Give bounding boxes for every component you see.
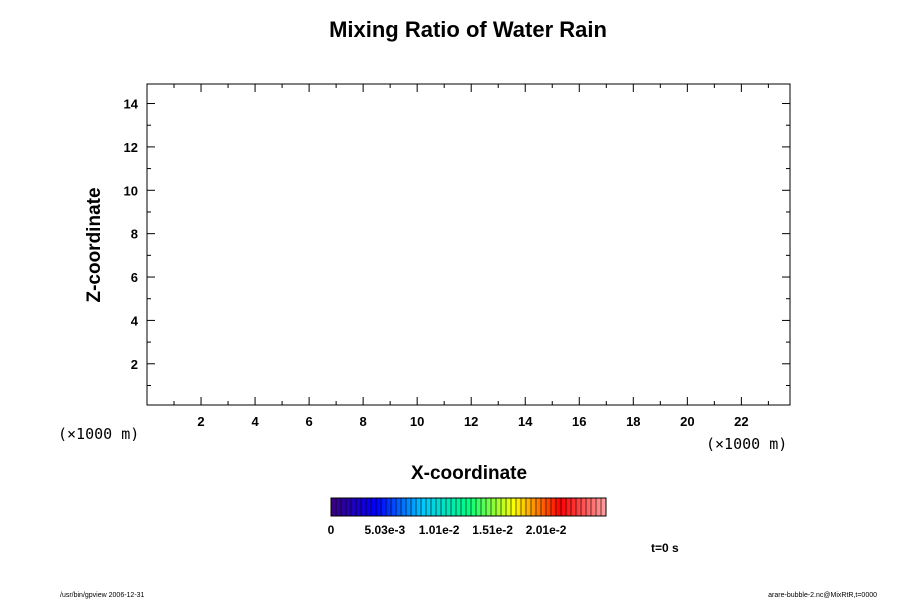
x-tick-label: 10 bbox=[410, 414, 424, 429]
colorbar-tick-label: 1.51e-2 bbox=[472, 523, 513, 537]
x-tick-label: 14 bbox=[518, 414, 533, 429]
y-tick-label: 10 bbox=[124, 183, 138, 198]
footer-right: arare-bubble-2.nc@MixRtR,t=0000 bbox=[768, 592, 877, 599]
y-tick-label: 8 bbox=[131, 227, 138, 242]
chart-title: Mixing Ratio of Water Rain bbox=[329, 17, 607, 42]
x-tick-label: 22 bbox=[734, 414, 748, 429]
colorbar-tick-labels: 0 5.03e-3 1.01e-2 1.51e-2 2.01e-2 bbox=[328, 523, 567, 537]
y-tick-label: 12 bbox=[124, 140, 138, 155]
x-tick-label: 12 bbox=[464, 414, 478, 429]
colorbar: 0 5.03e-3 1.01e-2 1.51e-2 2.01e-2 bbox=[328, 497, 607, 537]
y-unit-label: (×1000 m) bbox=[58, 425, 139, 443]
colorbar-gradient bbox=[331, 498, 606, 516]
x-tick-label: 18 bbox=[626, 414, 640, 429]
y-tick-labels: 2 4 6 8 10 12 14 bbox=[124, 97, 139, 372]
colorbar-tick-label: 2.01e-2 bbox=[526, 523, 567, 537]
y-tick-label: 6 bbox=[131, 270, 138, 285]
footer-left: /usr/bin/gpview 2006-12-31 bbox=[60, 592, 145, 599]
time-label: t=0 s bbox=[651, 541, 679, 555]
plot-frame bbox=[146, 83, 791, 406]
colorbar-tick-label: 5.03e-3 bbox=[364, 523, 405, 537]
y-tick-label: 4 bbox=[131, 313, 139, 328]
x-tick-label: 2 bbox=[197, 414, 204, 429]
tick-marks bbox=[147, 84, 790, 405]
colorbar-bins bbox=[335, 498, 602, 516]
y-tick-label: 14 bbox=[124, 97, 139, 112]
x-tick-label: 20 bbox=[680, 414, 694, 429]
colorbar-tick-label: 1.01e-2 bbox=[419, 523, 460, 537]
x-unit-label: (×1000 m) bbox=[706, 435, 787, 453]
y-axis-title: Z-coordinate bbox=[84, 187, 105, 302]
x-tick-label: 6 bbox=[305, 414, 312, 429]
x-tick-labels: 2 4 6 8 10 12 14 16 18 20 22 bbox=[197, 414, 748, 429]
x-tick-label: 4 bbox=[251, 414, 259, 429]
colorbar-tick-label: 0 bbox=[328, 523, 335, 537]
x-tick-label: 16 bbox=[572, 414, 586, 429]
colorbar-frame bbox=[330, 497, 607, 517]
x-tick-label: 8 bbox=[360, 414, 367, 429]
y-tick-label: 2 bbox=[131, 357, 138, 372]
x-axis-title: X-coordinate bbox=[411, 463, 527, 484]
